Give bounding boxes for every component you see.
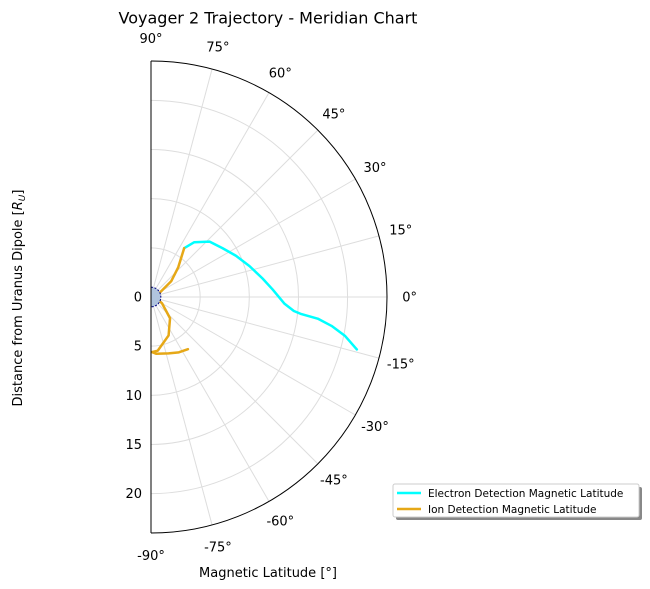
series-line-0 (182, 240, 359, 351)
uranus-disc (150, 286, 162, 308)
angle-tick-label: -45° (320, 473, 348, 488)
radial-tick-label: 5 (134, 340, 142, 355)
series-line-1 (150, 246, 190, 356)
radial-tick-label: 10 (125, 389, 142, 404)
angular-gridline (150, 296, 319, 465)
angular-gridline (150, 296, 380, 359)
angle-tick-label: 0° (402, 291, 417, 306)
outer-arc (150, 60, 388, 534)
angular-gridline (150, 296, 356, 416)
y-axis-label: Distance from Uranus Dipole [RU] (11, 190, 28, 407)
planet-marker (150, 286, 162, 308)
radial-tick-label: 20 (125, 487, 142, 502)
series-lines (150, 240, 359, 356)
angle-tick-label: -75° (204, 540, 232, 555)
angular-gridline (150, 178, 356, 298)
angle-tick-label: 60° (269, 67, 292, 82)
angle-tick-label: -60° (266, 514, 294, 529)
angular-gridline (150, 92, 270, 298)
legend: Electron Detection Magnetic Latitude Ion… (392, 483, 642, 520)
radial-tick-label: 15 (125, 438, 142, 453)
angular-gridline (150, 68, 213, 298)
angular-gridline (150, 296, 270, 502)
angular-gridline (150, 235, 380, 298)
angle-tick-label: -15° (387, 357, 415, 372)
angle-tick-label: -30° (361, 420, 389, 435)
angle-tick-label: 75° (206, 41, 229, 56)
radial-tick-label: 0 (134, 291, 142, 306)
legend-label-ion: Ion Detection Magnetic Latitude (428, 504, 597, 516)
polar-frame (150, 60, 388, 534)
angular-gridline (150, 296, 213, 526)
legend-label-electron: Electron Detection Magnetic Latitude (428, 488, 623, 500)
chart-title: Voyager 2 Trajectory - Meridian Chart (119, 9, 418, 28)
x-axis-label: Magnetic Latitude [°] (199, 566, 337, 581)
angular-gridline (150, 129, 319, 298)
polar-grid (150, 61, 387, 533)
angle-tick-label: 90° (139, 32, 162, 47)
legend-box (392, 483, 640, 518)
angle-tick-label: 15° (389, 224, 412, 239)
angle-tick-label: -90° (137, 549, 165, 564)
angle-tick-label: 45° (322, 108, 345, 123)
tick-labels: 90° 75° 60° 45° 30° 15° 0° -15° -30° -45° -60° -75°… (125, 32, 417, 564)
angle-tick-label: 30° (363, 161, 386, 176)
